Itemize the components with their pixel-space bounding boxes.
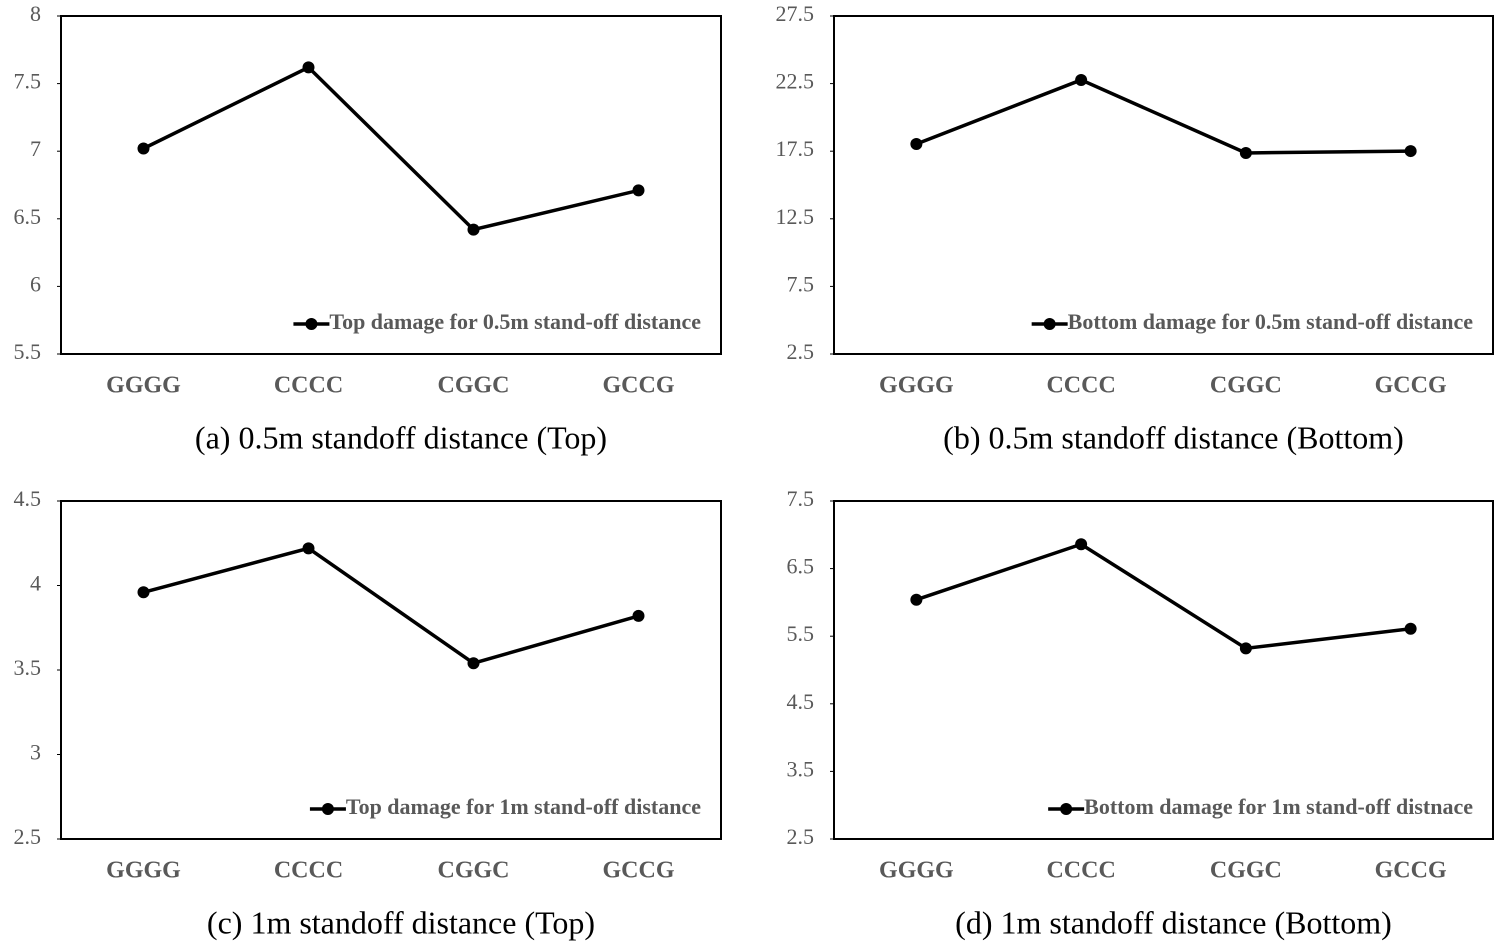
y-tick-label: 8 [30, 1, 41, 26]
point [1404, 145, 1417, 158]
x-tick-label: GGGG [106, 858, 181, 884]
y-tick-label: 4.5 [14, 486, 42, 511]
x-tick-label: CGGC [1210, 373, 1282, 399]
y-tick-label: 6.5 [14, 204, 42, 229]
point [302, 542, 315, 555]
x-tick-label: GCCG [1375, 373, 1447, 399]
caption: (d) 1m standoff distance (Bottom) [955, 904, 1392, 940]
line [915, 542, 1411, 651]
legend-marker [305, 318, 318, 330]
legend-label: Bottom damage for 1m stand-off distnace [1084, 794, 1473, 819]
x-tick-label: CCCC [1046, 373, 1115, 399]
y-tick-label: 5.5 [14, 339, 42, 364]
legend-label: Top damage for 0.5m stand-off distance [329, 309, 701, 334]
x-tick-label: CCCC [274, 858, 343, 884]
y-tick-label: 4 [30, 571, 41, 596]
y-tick-label: 7 [30, 136, 41, 161]
point [910, 593, 923, 606]
y-tick-label: 5.5 [787, 621, 815, 646]
caption: (a) 0.5m standoff distance (Top) [195, 419, 607, 455]
point [632, 184, 645, 197]
y-tick-label: 2.5 [787, 339, 815, 364]
y-tick-label: 3.5 [787, 756, 815, 781]
x-tick-label: CGGC [438, 373, 510, 399]
caption: (c) 1m standoff distance (Top) [207, 904, 595, 940]
x-tick-label: GGGG [879, 858, 954, 884]
point [1075, 538, 1088, 551]
legend-label: Bottom damage for 0.5m stand-off distanc… [1068, 309, 1474, 334]
x-tick-label: CGGC [438, 858, 510, 884]
point [137, 142, 150, 155]
point [137, 586, 150, 599]
legend-label: Top damage for 1m stand-off distance [346, 794, 701, 819]
y-tick-label: 2.5 [14, 824, 42, 849]
y-tick-label: 4.5 [787, 689, 815, 714]
y-tick-label: 7.5 [14, 69, 42, 94]
y-tick-label: 3 [30, 740, 41, 765]
point [302, 61, 315, 74]
point [467, 223, 480, 236]
x-tick-label: CCCC [274, 373, 343, 399]
y-tick-label: 22.5 [776, 69, 815, 94]
y-tick-label: 27.5 [776, 1, 815, 26]
legend-marker [1060, 803, 1073, 815]
line [915, 78, 1411, 155]
legend-marker [321, 803, 334, 815]
x-tick-label: GGGG [106, 373, 181, 399]
y-tick-label: 6 [30, 271, 41, 296]
x-tick-label: GCCG [603, 858, 675, 884]
line [142, 65, 639, 232]
legend-marker [1043, 318, 1056, 330]
point [910, 138, 923, 151]
y-tick-label: 2.5 [787, 824, 815, 849]
x-tick-label: GCCG [1375, 858, 1447, 884]
point [1239, 642, 1252, 655]
caption: (b) 0.5m standoff distance (Bottom) [943, 419, 1404, 455]
y-tick-label: 7.5 [787, 271, 815, 296]
y-tick-label: 6.5 [787, 554, 815, 579]
x-tick-label: CCCC [1046, 858, 1115, 884]
y-tick-label: 17.5 [776, 136, 815, 161]
point [467, 657, 480, 670]
point [1075, 73, 1088, 86]
point [632, 609, 645, 622]
x-tick-label: GGGG [879, 373, 954, 399]
x-tick-label: CGGC [1210, 858, 1282, 884]
plot-frame [833, 15, 1494, 355]
y-tick-label: 3.5 [14, 655, 42, 680]
line [143, 546, 639, 666]
point [1239, 146, 1252, 159]
point [1404, 622, 1417, 635]
plot-frame [833, 500, 1494, 840]
plot-frame [60, 500, 722, 840]
y-tick-label: 7.5 [787, 486, 815, 511]
plot-frame [60, 15, 722, 355]
x-tick-label: GCCG [603, 373, 675, 399]
y-tick-label: 12.5 [776, 204, 815, 229]
